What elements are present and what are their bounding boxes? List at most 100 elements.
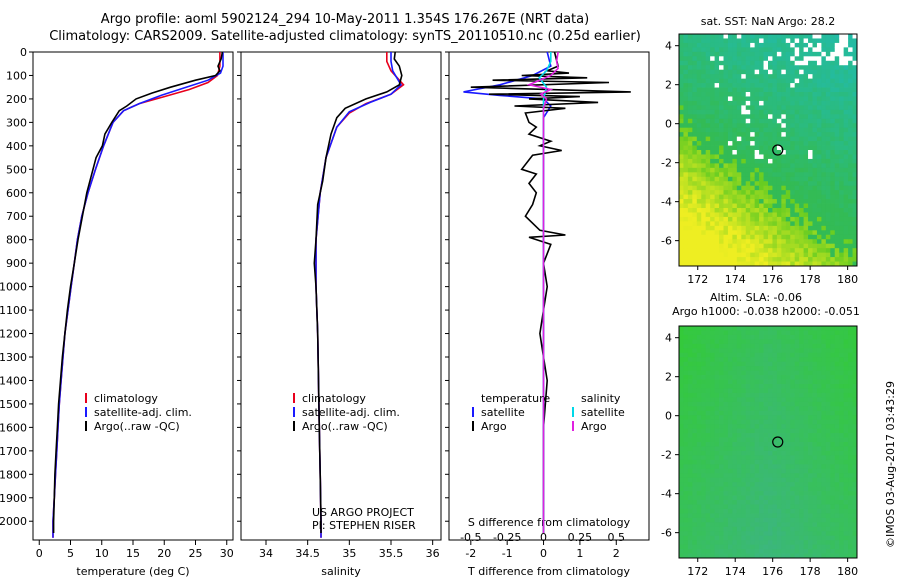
sst_map-cell xyxy=(759,199,764,204)
sla_map-cell xyxy=(816,500,822,505)
sla_map-cell xyxy=(816,370,822,376)
sla_map-cell xyxy=(825,375,831,380)
sla_map-cell xyxy=(821,468,827,474)
sla_map-cell xyxy=(852,433,858,438)
sst_map-cell xyxy=(687,109,693,115)
sst_map-cell xyxy=(714,51,720,57)
sla_map-cell xyxy=(701,437,707,443)
sla_map-cell xyxy=(808,459,813,465)
sla_map-cell xyxy=(772,424,778,430)
sst_map-cell xyxy=(816,158,822,164)
sst_map-cell xyxy=(772,118,778,124)
sst_map-cell xyxy=(848,34,853,39)
sla_map-cell xyxy=(745,522,751,528)
sla_map-cell xyxy=(701,500,707,505)
sla_map-cell xyxy=(790,361,796,367)
sst_map-cell xyxy=(799,83,804,88)
sla_map-cell xyxy=(683,401,689,407)
sst_map-cell xyxy=(803,42,809,48)
sst_map-cell xyxy=(830,230,836,236)
sla_map-cell xyxy=(768,495,773,501)
sla_map-cell xyxy=(759,549,764,554)
sla_map-cell xyxy=(812,513,818,519)
sla_map-cell xyxy=(821,437,827,443)
sst_map-cell xyxy=(794,216,800,222)
sst_map-cell xyxy=(825,163,831,169)
sst_map-cell xyxy=(834,185,840,191)
sst_map-cell xyxy=(687,221,693,227)
sla_map-cell xyxy=(727,540,733,546)
sst_map-cell xyxy=(816,176,822,182)
sla_map-cell xyxy=(745,482,751,488)
sla_map-cell xyxy=(759,535,764,541)
sst_map-cell xyxy=(839,127,845,133)
sla_map-cell xyxy=(843,388,849,394)
sst_map-cell xyxy=(772,234,778,240)
sst_map-cell xyxy=(710,239,715,245)
sla_map-cell xyxy=(741,464,747,470)
sst_map-cell xyxy=(772,154,778,160)
sst_map-cell xyxy=(679,154,684,160)
sla_map-cell xyxy=(799,379,804,385)
sla-map-title: Altim. SLA: -0.06 xyxy=(710,291,802,304)
sla_map-cell xyxy=(705,410,711,416)
sst_map-cell xyxy=(692,225,698,231)
sla_map-cell xyxy=(759,508,764,514)
sst_map-cell xyxy=(830,65,836,71)
sla_map-cell xyxy=(692,343,698,349)
sst_map-cell xyxy=(696,167,702,173)
sla_map-cell xyxy=(687,424,693,430)
sst_map-cell xyxy=(710,221,715,227)
sst_map-cell xyxy=(679,100,684,106)
sst_map-cell xyxy=(736,74,742,80)
sla_map-cell xyxy=(759,473,764,479)
sst_map-cell xyxy=(790,208,796,213)
sst_map-cell xyxy=(763,252,769,258)
sla_map-cell xyxy=(785,352,791,358)
sla_map-cell xyxy=(808,544,813,550)
sla_map-cell xyxy=(750,500,756,505)
sst_map-cell xyxy=(848,248,853,254)
sla_map-cell xyxy=(794,535,800,541)
sst_map-cell xyxy=(830,194,836,200)
sst_map-cell xyxy=(714,105,720,111)
sst_map-cell xyxy=(710,190,715,196)
sst_map-cell xyxy=(745,261,751,267)
sla_map-cell xyxy=(825,437,831,443)
sst_map-cell xyxy=(719,158,724,164)
sla_map-cell xyxy=(768,361,773,367)
sst_map-cell xyxy=(776,65,782,71)
sla_map-cell xyxy=(794,406,800,412)
sst_map-cell xyxy=(834,257,840,262)
sst_map-cell xyxy=(763,243,769,249)
sla_map-cell xyxy=(701,410,707,416)
sla_map-cell xyxy=(812,370,818,376)
sla_map-cell xyxy=(812,455,818,461)
sst_map-cell xyxy=(719,56,724,62)
sst_map-cell xyxy=(816,243,822,249)
sst_map-cell xyxy=(790,199,796,204)
sst_map-cell xyxy=(768,118,773,124)
sla_map-cell xyxy=(727,473,733,479)
sla_map-cell xyxy=(732,526,738,532)
sla_map-cell xyxy=(719,531,724,537)
sst_map-cell xyxy=(790,78,796,84)
sst_map-cell xyxy=(710,100,715,106)
sst_map-cell xyxy=(781,194,787,200)
sla_map-cell xyxy=(834,468,840,474)
sst_map-cell xyxy=(834,172,840,178)
sla_map-cell xyxy=(768,531,773,537)
sla_map-cell xyxy=(816,366,822,372)
sst_map-cell xyxy=(781,105,787,111)
sla_map-cell xyxy=(696,370,702,376)
sla_map-cell xyxy=(719,459,724,465)
sla_map-cell xyxy=(794,553,800,559)
sla_map-cell xyxy=(843,446,849,452)
sst_map-cell xyxy=(790,51,796,57)
sla_map-cell xyxy=(679,446,684,452)
sst_map-cell xyxy=(750,109,756,115)
sla_map-cell xyxy=(763,442,769,447)
sla_map-cell xyxy=(727,352,733,358)
sst_map-cell xyxy=(803,74,809,80)
sla_map-cell xyxy=(714,357,720,363)
